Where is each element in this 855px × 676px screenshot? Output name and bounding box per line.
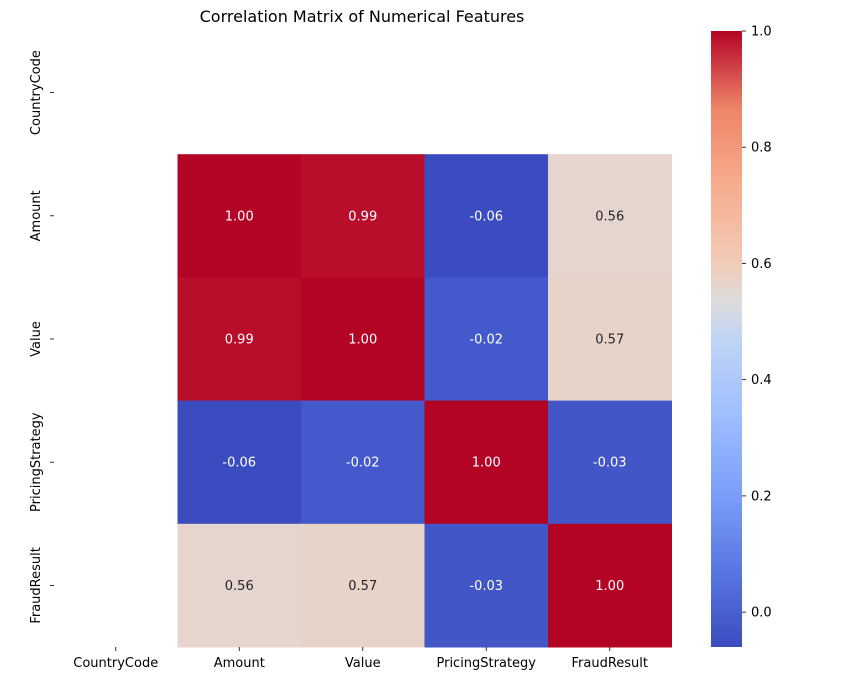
heatmap-cell-label: 0.99: [225, 333, 254, 348]
chart-title: Correlation Matrix of Numerical Features: [200, 7, 525, 26]
heatmap-cell-label: -0.06: [222, 456, 256, 471]
heatmap-cells: [177, 154, 672, 648]
heatmap-cell: [301, 523, 425, 648]
colorbar-ticks: 0.0 0.2 0.4 0.6 0.8 1.0: [742, 25, 772, 621]
x-tick-label: FraudResult: [571, 656, 648, 671]
heatmap-cell: [548, 277, 672, 402]
heatmap-cell-label: -0.03: [469, 579, 503, 594]
colorbar: 0.0 0.2 0.4 0.6 0.8 1.0: [711, 25, 772, 647]
heatmap-cell-label: 0.56: [595, 209, 624, 224]
heatmap-cell: [301, 277, 425, 402]
heatmap-cell-label: 0.56: [225, 579, 254, 594]
colorbar-tick-label: 1.0: [751, 25, 772, 40]
heatmap-cell: [424, 154, 549, 278]
y-tick-label: Amount: [29, 190, 44, 241]
heatmap-cell-label: 1.00: [595, 579, 624, 594]
colorbar-tick-label: 0.6: [751, 257, 772, 272]
colorbar-tick-label: 0.8: [751, 141, 772, 156]
colorbar-tick-label: 0.4: [751, 373, 772, 388]
heatmap-cell: [548, 154, 672, 278]
heatmap-cell: [424, 400, 549, 525]
heatmap-cell: [177, 154, 302, 278]
y-tick-label: PricingStrategy: [29, 412, 44, 512]
colorbar-gradient: [711, 31, 742, 647]
x-tick-label: PricingStrategy: [436, 656, 536, 671]
heatmap-cell-label: 0.99: [348, 209, 377, 224]
heatmap-cell-labels: 1.00 0.99 -0.06 0.56 0.99 1.00 -0.02 0.57 -0.06 -…: [222, 209, 626, 594]
y-axis-ticks: CountryCode Amount Value PricingStrategy Fra…: [29, 50, 54, 624]
heatmap-cell: [548, 523, 672, 648]
heatmap-cell: [548, 400, 672, 525]
heatmap-cell: [301, 400, 425, 525]
x-tick-label: Amount: [214, 656, 265, 671]
heatmap-cell-label: 1.00: [472, 456, 501, 471]
heatmap-cell: [177, 277, 302, 402]
heatmap-cell-label: 1.00: [348, 333, 377, 348]
colorbar-tick-label: 0.0: [751, 606, 772, 621]
x-axis-ticks: CountryCode Amount Value PricingStrategy Fra…: [73, 647, 648, 671]
heatmap-cell-label: -0.02: [346, 456, 380, 471]
heatmap-cell-label: 0.57: [348, 579, 377, 594]
heatmap-cell: [424, 277, 549, 402]
heatmap-cell: [177, 400, 302, 525]
heatmap-cell-label: -0.02: [469, 333, 503, 348]
colorbar-tick-label: 0.2: [751, 489, 772, 504]
heatmap-cell-label: -0.03: [593, 456, 627, 471]
heatmap-cell: [424, 523, 549, 648]
y-tick-label: Value: [29, 321, 44, 357]
heatmap-cell-label: 1.00: [225, 209, 254, 224]
heatmap-cell: [177, 523, 302, 648]
x-tick-label: CountryCode: [73, 656, 158, 671]
y-tick-label: FraudResult: [29, 547, 44, 624]
heatmap-cell-label: 0.57: [595, 333, 624, 348]
heatmap-cell-label: -0.06: [469, 209, 503, 224]
heatmap-cell: [301, 154, 425, 278]
x-tick-label: Value: [345, 656, 381, 671]
y-tick-label: CountryCode: [29, 50, 44, 135]
